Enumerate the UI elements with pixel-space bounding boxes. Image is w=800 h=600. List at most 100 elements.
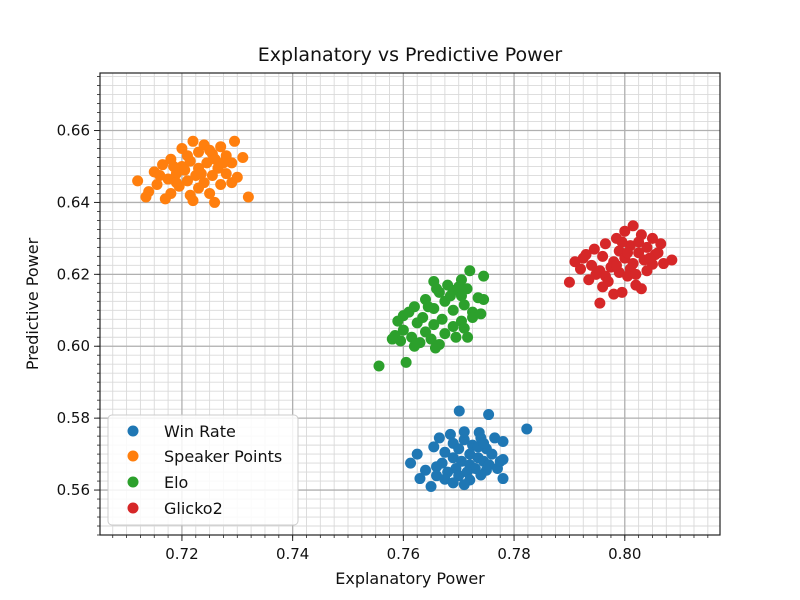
point-glicko2 (608, 288, 620, 300)
series-win-rate (405, 405, 533, 492)
point-win-rate (425, 480, 437, 492)
point-elo (428, 319, 440, 331)
point-win-rate (483, 409, 495, 421)
point-speaker-points (204, 187, 216, 199)
plot-frame (99, 72, 721, 536)
point-win-rate (447, 452, 459, 464)
point-speaker-points (168, 160, 180, 172)
point-win-rate (458, 479, 470, 491)
point-glicko2 (616, 286, 628, 298)
point-elo (447, 304, 459, 316)
legend-label-speaker-points: Speaker Points (164, 447, 282, 466)
point-speaker-points (187, 135, 199, 147)
legend-entry-win-rate: Win Rate (127, 422, 236, 441)
chart-title: Explanatory vs Predictive Power (258, 44, 563, 66)
point-win-rate (478, 437, 490, 449)
point-elo (464, 265, 476, 277)
point-speaker-points (193, 182, 205, 194)
point-elo (462, 331, 474, 343)
point-speaker-points (154, 169, 166, 181)
point-win-rate (439, 446, 451, 458)
point-win-rate (497, 454, 509, 465)
point-glicko2 (597, 281, 609, 293)
point-speaker-points (181, 175, 193, 187)
point-speaker-points (162, 173, 174, 185)
point-win-rate (489, 432, 501, 444)
point-elo (425, 333, 437, 345)
x-tick-label: 0.80 (608, 545, 641, 563)
y-tick-label: 0.66 (57, 122, 90, 140)
legend-label-glicko2: Glicko2 (164, 499, 223, 518)
point-glicko2 (646, 232, 658, 244)
legend-label-elo: Elo (164, 473, 188, 492)
point-glicko2 (619, 225, 631, 237)
point-speaker-points (140, 191, 152, 203)
point-speaker-points (242, 191, 254, 203)
point-speaker-points (231, 171, 243, 183)
point-elo (408, 340, 420, 352)
point-speaker-points (132, 175, 144, 187)
point-elo (444, 290, 456, 302)
point-speaker-points (237, 151, 249, 163)
x-tick-label: 0.74 (276, 545, 309, 563)
point-win-rate (453, 405, 465, 417)
legend-label-win-rate: Win Rate (164, 422, 236, 441)
legend-entry-glicko2: Glicko2 (127, 499, 223, 518)
point-glicko2 (641, 265, 653, 277)
y-tick-label: 0.60 (57, 337, 90, 355)
point-speaker-points (217, 157, 229, 169)
point-glicko2 (641, 241, 653, 253)
point-glicko2 (563, 276, 575, 288)
point-elo (467, 311, 479, 323)
y-axis-label: Predictive Power (23, 237, 42, 370)
point-glicko2 (644, 252, 656, 264)
legend-box (107, 414, 299, 526)
point-elo (392, 315, 404, 327)
point-elo (478, 270, 490, 282)
point-elo (386, 333, 398, 345)
x-axis-label: Explanatory Power (335, 569, 485, 588)
legend-entry-elo: Elo (127, 473, 188, 492)
point-speaker-points (193, 146, 205, 158)
point-glicko2 (652, 247, 664, 259)
point-glicko2 (588, 243, 600, 255)
point-glicko2 (666, 254, 678, 266)
y-tick-label: 0.62 (57, 265, 90, 283)
legend-marker-speaker-points (127, 450, 139, 462)
point-win-rate (414, 473, 426, 485)
point-elo (436, 313, 448, 325)
x-tick-label: 0.72 (165, 545, 198, 563)
point-elo (478, 294, 490, 306)
point-elo (406, 331, 418, 343)
point-win-rate (439, 473, 451, 485)
point-speaker-points (151, 178, 163, 190)
point-elo (475, 308, 487, 320)
point-speaker-points (201, 157, 213, 169)
scatter-points (132, 135, 678, 492)
point-elo (458, 322, 470, 334)
point-glicko2 (616, 236, 628, 248)
point-elo (422, 301, 434, 313)
point-win-rate (497, 473, 509, 485)
point-elo (455, 290, 467, 302)
point-speaker-points (195, 168, 207, 180)
point-win-rate (458, 426, 470, 438)
point-speaker-points (229, 135, 241, 147)
point-win-rate (444, 428, 456, 440)
point-speaker-points (209, 153, 221, 165)
legend-entry-speaker-points: Speaker Points (127, 447, 282, 466)
point-win-rate (458, 434, 470, 446)
series-elo (373, 265, 490, 372)
y-tick-label: 0.58 (57, 409, 90, 427)
legend-marker-elo (127, 476, 139, 488)
point-elo (453, 281, 465, 293)
point-win-rate (431, 461, 443, 473)
legend: Win Rate Speaker Points Elo Glicko2 (107, 414, 299, 526)
point-elo (429, 342, 441, 354)
point-glicko2 (586, 259, 598, 271)
point-glicko2 (590, 268, 602, 280)
point-win-rate (497, 436, 509, 448)
point-glicko2 (597, 250, 609, 262)
point-speaker-points (157, 159, 169, 171)
point-win-rate (453, 443, 465, 455)
